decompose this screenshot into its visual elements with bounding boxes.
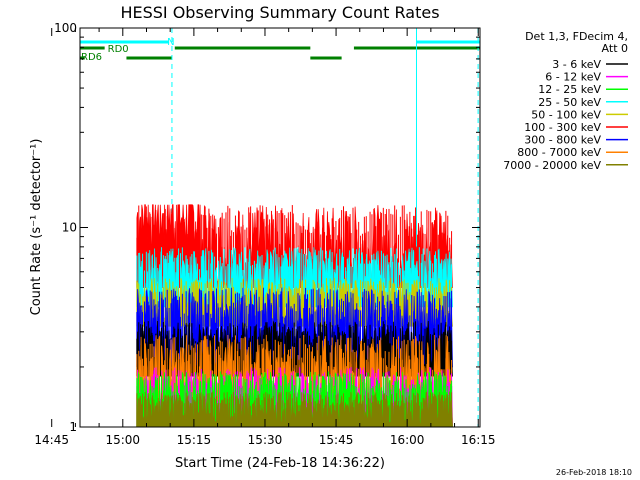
- y-tick-label: 1: [69, 420, 77, 434]
- chart-title: HESSI Observing Summary Count Rates: [120, 3, 439, 22]
- x-tick-label: 15:45: [319, 433, 354, 447]
- x-axis-label: Start Time (24-Feb-18 14:36:22): [175, 456, 385, 471]
- footer-timestamp: 26-Feb-2018 18:10: [556, 468, 632, 477]
- x-tick-label: 14:45: [34, 433, 69, 447]
- legend-label-4: 50 - 100 keV: [531, 108, 601, 121]
- x-tick-label: 16:00: [390, 433, 425, 447]
- y-axis-label: Count Rate (s⁻¹ detector⁻¹): [29, 139, 44, 316]
- legend-header-line-1: Det 1,3, FDecim 4,: [525, 30, 628, 43]
- y-tick-label: 100: [54, 21, 77, 35]
- legend-label-1: 6 - 12 keV: [545, 71, 601, 84]
- x-tick-label: 15:15: [177, 433, 212, 447]
- legend-label-6: 300 - 800 keV: [524, 134, 601, 147]
- x-tick-label: 16:15: [461, 433, 496, 447]
- legend-label-2: 12 - 25 keV: [538, 83, 601, 96]
- flag-label-n: N: [167, 37, 174, 48]
- series-8: [136, 391, 453, 428]
- legend-header-line-2: Att 0: [602, 42, 628, 55]
- legend-label-0: 3 - 6 keV: [552, 58, 601, 71]
- flag-label-rd0: RD0: [108, 44, 129, 55]
- legend-label-7: 800 - 7000 keV: [517, 146, 601, 159]
- y-tick-label: 10: [62, 221, 77, 235]
- axes: 14:45 15:00 15:15 15:30 15:45 16:00 16:15 1 10 10…: [34, 21, 495, 447]
- flag-label-rd6: RD6: [81, 52, 102, 63]
- legend-label-3: 25 - 50 keV: [538, 96, 601, 109]
- legend-label-5: 100 - 300 keV: [524, 121, 601, 134]
- plot-area: N RD0 RD6: [79, 28, 480, 428]
- x-tick-label: 15:30: [248, 433, 283, 447]
- legend-label-8: 7000 - 20000 keV: [503, 159, 601, 172]
- x-tick-label: 15:00: [105, 433, 140, 447]
